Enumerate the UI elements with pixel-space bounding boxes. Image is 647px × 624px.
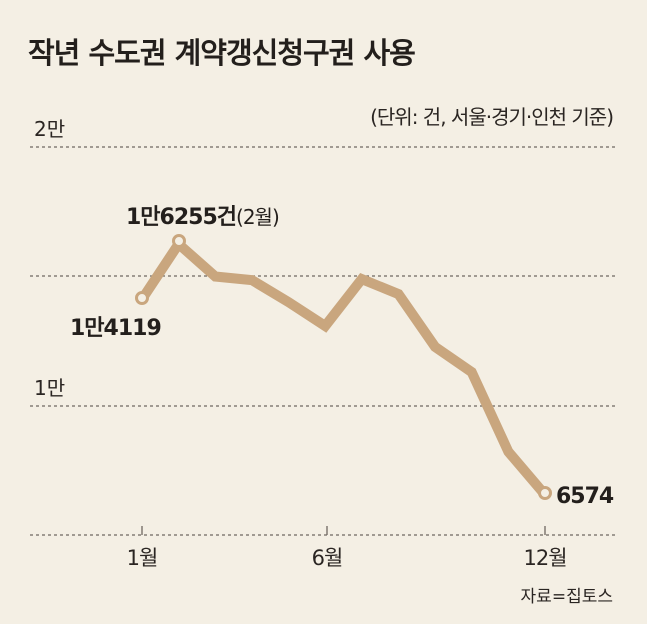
label-feb: 1만6255건(2월) bbox=[126, 205, 280, 230]
unit-note: (단위: 건, 서울·경기·인천 기준) bbox=[370, 105, 614, 129]
marker-feb bbox=[172, 234, 186, 248]
gridlines bbox=[30, 146, 618, 536]
highlight-markers bbox=[135, 234, 552, 500]
y-tick-20000: 2만 bbox=[34, 117, 66, 141]
source-note: 자료=집토스 bbox=[520, 587, 613, 607]
x-tick-jun: 6월 bbox=[311, 546, 344, 570]
series-line bbox=[137, 236, 549, 498]
x-tick-jan: 1월 bbox=[126, 546, 159, 570]
marker-dec bbox=[538, 486, 552, 500]
chart-title: 작년 수도권 계약갱신청구권 사용 bbox=[28, 36, 416, 70]
y-tick-10000: 1만 bbox=[34, 376, 66, 400]
marker-jan bbox=[135, 291, 149, 305]
x-tick-dec: 12월 bbox=[523, 546, 567, 570]
label-dec: 6574 bbox=[556, 484, 614, 509]
label-jan: 1만4119 bbox=[70, 316, 162, 341]
x-tick-marks bbox=[141, 526, 546, 535]
